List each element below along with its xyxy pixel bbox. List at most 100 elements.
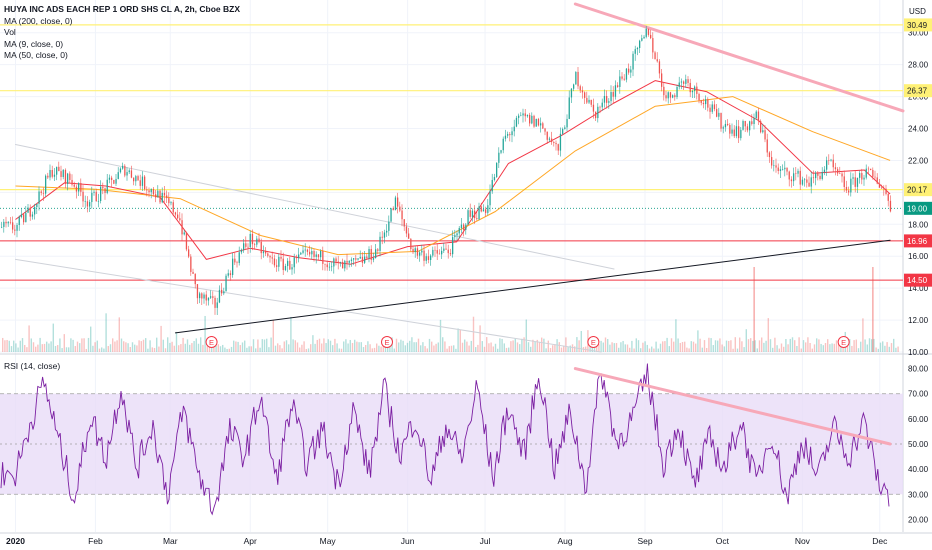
volume-bar (270, 337, 272, 352)
price-axis-tick: 28.00 (908, 61, 929, 70)
volume-bar (367, 341, 369, 352)
volume-bar (796, 345, 798, 352)
volume-bar (57, 345, 59, 352)
volume-bar (884, 345, 886, 352)
volume-bar (74, 346, 76, 352)
candle-body (575, 71, 577, 85)
volume-bar (459, 329, 461, 352)
candle-body (210, 296, 212, 298)
volume-bar (739, 337, 741, 352)
price-tag (904, 84, 932, 98)
volume-bar (868, 338, 871, 352)
candle-body (518, 115, 520, 118)
volume-bar (734, 337, 736, 352)
volume-bar (136, 345, 138, 352)
volume-bar (703, 340, 706, 352)
candle-body (71, 179, 73, 185)
volume-bar (635, 338, 637, 352)
candle-body (236, 262, 238, 264)
volume-bar (464, 339, 466, 352)
candle-body (163, 192, 166, 196)
candle-body (753, 118, 755, 125)
candle-body (603, 96, 606, 103)
volume-bar (105, 313, 107, 352)
volume-bar (637, 340, 640, 352)
volume-bar (52, 323, 54, 352)
candle-body (377, 249, 379, 251)
volume-bar (510, 341, 512, 352)
volume-bar (17, 347, 19, 352)
volume-bar (853, 340, 855, 352)
candle-body (757, 111, 760, 122)
candle-body (456, 233, 458, 236)
candle-body (775, 165, 777, 168)
volume-bar (813, 344, 816, 352)
candle-body (474, 210, 476, 219)
legend-vol[interactable]: Vol (4, 27, 16, 37)
volume-bar (288, 344, 290, 352)
volume-bar (453, 345, 455, 352)
candle-body (458, 228, 460, 234)
volume-bar (131, 342, 134, 352)
candle-body (826, 160, 828, 170)
candle-body (441, 250, 443, 255)
volume-bar (123, 341, 125, 352)
symbol-title[interactable]: HUYA INC ADS EACH REP 1 ORD SHS CL A, 2h… (4, 4, 240, 14)
candle-body (513, 126, 515, 132)
volume-bar (233, 340, 235, 352)
currency-label: USD (909, 7, 926, 16)
volume-bar (292, 339, 294, 352)
volume-bar (219, 346, 222, 352)
candle-body (3, 221, 5, 227)
volume-bar (549, 348, 552, 352)
volume-bar (19, 340, 21, 352)
volume-bar (197, 343, 200, 352)
rsi-legend[interactable]: RSI (14, close) (4, 361, 61, 371)
candle-body (806, 179, 808, 183)
earnings-marker (587, 336, 600, 348)
volume-bar (499, 338, 501, 352)
volume-bar (173, 345, 175, 352)
candle-body (91, 192, 93, 203)
volume-bar (831, 343, 833, 352)
volume-bar (699, 338, 701, 352)
volume-bar (94, 342, 96, 352)
volume-bar (516, 342, 519, 352)
volume-bar (882, 341, 884, 352)
volume-bar (13, 340, 15, 352)
volume-bar (235, 341, 237, 352)
legend-ma9[interactable]: MA (9, close, 0) (4, 38, 64, 49)
candle-body (788, 171, 790, 180)
candle-body (667, 92, 669, 99)
volume-bar (323, 338, 325, 352)
candle-body (634, 49, 636, 54)
volume-bar (552, 345, 554, 352)
time-axis-label: Aug (557, 536, 572, 546)
legend-ma50[interactable]: MA (50, close, 0) (4, 50, 68, 60)
volume-bar (109, 344, 112, 352)
candle-body (38, 191, 40, 204)
candle-body (801, 179, 804, 185)
legend-ma200[interactable]: MA (200, close, 0) (4, 15, 73, 26)
candle-body (115, 178, 117, 184)
volume-bar (178, 345, 180, 352)
volume-bar (481, 341, 483, 352)
volume-bar (580, 330, 582, 352)
volume-bar (747, 339, 750, 352)
volume-bar (666, 337, 668, 352)
volume-bar (237, 341, 239, 352)
price-tag-label: 14.50 (907, 276, 928, 285)
candle-body (676, 86, 678, 98)
candle-body (331, 266, 333, 268)
earnings-marker-label: E (384, 338, 389, 347)
candle-body (557, 144, 559, 151)
price-tag-label: 20.17 (907, 186, 928, 195)
volume-bar (43, 343, 46, 352)
volume-bar (195, 338, 197, 352)
candle-body (20, 214, 23, 218)
candle-body (643, 36, 645, 39)
price-tag (904, 18, 932, 32)
candle-body (436, 250, 438, 254)
volume-bar (362, 347, 365, 352)
volume-bar (655, 341, 657, 352)
